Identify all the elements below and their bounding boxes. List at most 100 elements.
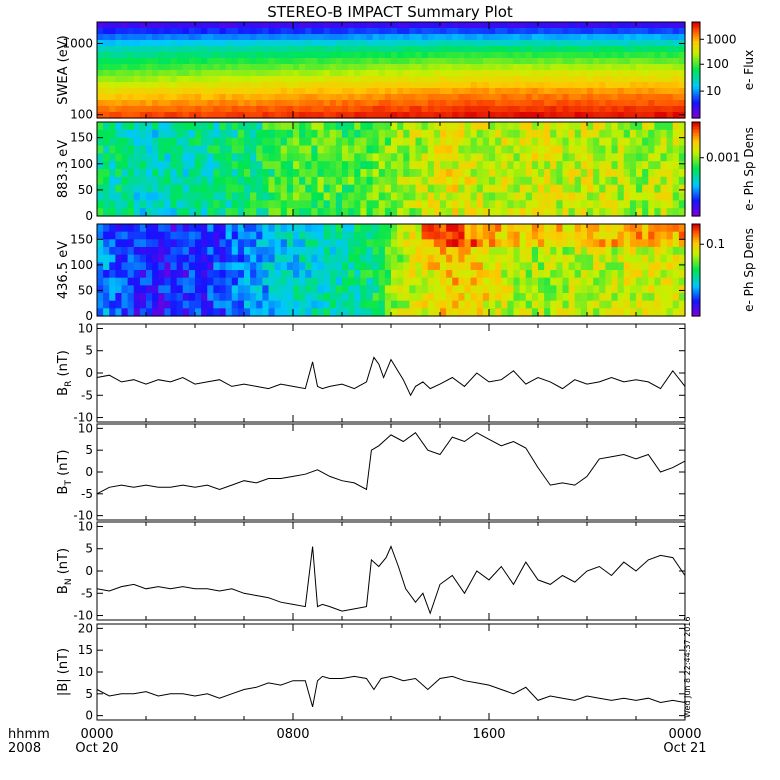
heatmap-cell bbox=[562, 70, 570, 77]
heatmap-cell bbox=[256, 277, 263, 286]
heatmap-cell bbox=[299, 208, 306, 217]
heatmap-cell bbox=[305, 122, 312, 131]
heatmap-cell bbox=[323, 145, 331, 154]
heatmap-cell bbox=[409, 270, 417, 279]
heatmap-cell bbox=[629, 76, 637, 83]
heatmap-cell bbox=[482, 137, 490, 147]
heatmap-cell bbox=[409, 129, 417, 139]
heatmap-cell bbox=[501, 239, 508, 248]
x-tick-label: 0000 bbox=[80, 727, 113, 742]
heatmap-cell bbox=[195, 161, 202, 170]
heatmap-cell bbox=[476, 262, 484, 271]
heatmap-cell bbox=[464, 46, 472, 53]
heatmap-cell bbox=[464, 58, 472, 65]
heatmap-cell bbox=[629, 224, 637, 233]
heatmap-cell bbox=[335, 262, 343, 271]
heatmap-cell bbox=[605, 40, 613, 47]
heatmap-cell bbox=[244, 184, 251, 194]
heatmap-cell bbox=[391, 88, 398, 95]
heatmap-cell bbox=[672, 76, 680, 83]
heatmap-cell bbox=[286, 184, 294, 194]
heatmap-cell bbox=[525, 52, 533, 59]
heatmap-cell bbox=[593, 145, 600, 154]
heatmap-cell bbox=[513, 270, 521, 279]
heatmap-cell bbox=[146, 285, 153, 294]
heatmap-cell bbox=[636, 192, 643, 201]
heatmap-cell bbox=[372, 176, 380, 186]
heatmap-cell bbox=[268, 262, 276, 271]
heatmap-cell bbox=[293, 239, 300, 248]
heatmap-cell bbox=[482, 58, 490, 65]
heatmap-cell bbox=[470, 40, 478, 47]
heatmap-cell bbox=[421, 247, 429, 256]
heatmap-cell bbox=[146, 192, 153, 201]
heatmap-cell bbox=[176, 70, 184, 77]
heatmap-cell bbox=[372, 145, 380, 154]
colorbar-segment bbox=[692, 84, 700, 88]
heatmap-cell bbox=[519, 82, 527, 89]
heatmap-cell bbox=[464, 40, 472, 47]
heatmap-cell bbox=[348, 176, 355, 186]
heatmap-cell bbox=[470, 293, 478, 302]
colorbar-segment bbox=[692, 62, 700, 66]
heatmap-cell bbox=[593, 200, 600, 209]
heatmap-cell bbox=[305, 94, 312, 101]
heatmap-cell bbox=[427, 34, 435, 41]
heatmap-cell bbox=[452, 277, 459, 286]
heatmap-cell bbox=[182, 112, 190, 119]
heatmap-cell bbox=[195, 169, 202, 178]
heatmap-cell bbox=[170, 224, 178, 233]
heatmap-cell bbox=[170, 270, 178, 279]
heatmap-cell bbox=[293, 161, 300, 170]
heatmap-cell bbox=[286, 262, 294, 271]
heatmap-cell bbox=[188, 277, 196, 286]
y-tick-label: 0 bbox=[85, 564, 93, 578]
y-axis-label-unit: (nT) bbox=[56, 350, 71, 380]
heatmap-cell bbox=[427, 277, 435, 286]
heatmap-cell bbox=[562, 239, 570, 248]
heatmap-cell bbox=[121, 169, 129, 178]
heatmap-cell bbox=[280, 40, 288, 47]
heatmap-cell bbox=[225, 145, 233, 154]
heatmap-cell bbox=[544, 231, 551, 240]
heatmap-cell bbox=[648, 285, 655, 294]
heatmap-cell bbox=[482, 46, 490, 53]
heatmap-cell bbox=[391, 58, 398, 65]
heatmap-cell bbox=[409, 58, 417, 65]
heatmap-cell bbox=[146, 122, 153, 131]
heatmap-cell bbox=[244, 153, 251, 162]
heatmap-cell bbox=[201, 293, 208, 302]
heatmap-cell bbox=[421, 22, 429, 29]
heatmap-cell bbox=[188, 145, 196, 154]
heatmap-cell bbox=[323, 64, 331, 71]
colorbar-tick-label: 0.1 bbox=[706, 237, 725, 251]
heatmap-cell bbox=[476, 129, 484, 139]
heatmap-cell bbox=[133, 34, 141, 41]
heatmap-cell bbox=[256, 34, 263, 41]
heatmap-cell bbox=[244, 300, 251, 309]
heatmap-cell bbox=[342, 106, 349, 113]
heatmap-cell bbox=[213, 300, 221, 309]
heatmap-cell bbox=[519, 200, 527, 209]
heatmap-cell bbox=[660, 192, 668, 201]
heatmap-cell bbox=[103, 200, 110, 209]
heatmap-cell bbox=[672, 112, 680, 119]
heatmap-cell bbox=[262, 161, 270, 170]
heatmap-cell bbox=[158, 277, 165, 286]
heatmap-cell bbox=[348, 52, 355, 59]
heatmap-cell bbox=[139, 82, 147, 89]
heatmap-cell bbox=[495, 58, 502, 65]
heatmap-cell bbox=[458, 122, 466, 131]
heatmap-cell bbox=[617, 224, 625, 233]
heatmap-cell bbox=[127, 58, 135, 65]
heatmap-cell bbox=[531, 28, 539, 35]
heatmap-cell bbox=[654, 100, 662, 107]
heatmap-cell bbox=[299, 70, 306, 77]
heatmap-cell bbox=[293, 176, 300, 186]
heatmap-cell bbox=[195, 82, 202, 89]
heatmap-cell bbox=[348, 293, 355, 302]
heatmap-cell bbox=[201, 94, 208, 101]
heatmap-cell bbox=[489, 239, 496, 248]
heatmap-cell bbox=[403, 88, 410, 95]
